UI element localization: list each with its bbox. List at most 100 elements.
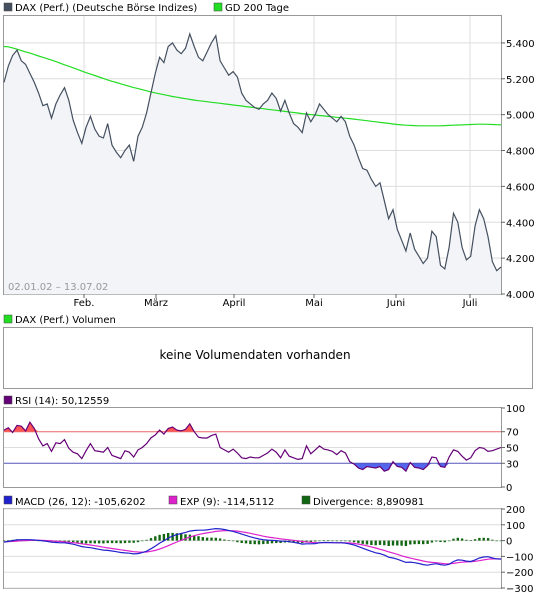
divergence-bar: [491, 539, 494, 541]
divergence-legend-swatch: [301, 495, 311, 505]
rsi-y-tick-label: 30: [506, 459, 519, 470]
macd-y-tick-label: 100: [506, 521, 525, 532]
divergence-bar: [76, 540, 79, 543]
volume-plot-frame: [3, 327, 533, 389]
macd-legend: MACD (26, 12): -105,6202: [15, 497, 146, 508]
price-y-tick-label: 4.400: [506, 218, 535, 229]
divergence-bar: [84, 540, 88, 544]
divergence-bar: [327, 540, 330, 541]
price-y-tick-label: 5.000: [506, 111, 535, 122]
price-x-tick-label: April: [223, 298, 246, 309]
divergence-bar: [262, 540, 265, 545]
exp-line: [3, 530, 501, 565]
divergence-bar: [361, 540, 364, 544]
divergence-bar: [391, 540, 395, 546]
dax-area: [4, 33, 501, 295]
divergence-bar: [270, 540, 274, 544]
divergence-bar: [309, 540, 313, 542]
divergence-bar: [102, 540, 105, 544]
divergence-bar: [136, 540, 140, 543]
divergence-bar: [154, 536, 157, 541]
divergence-bar: [2, 540, 6, 542]
divergence-bar: [348, 540, 351, 542]
macd-y-tick-label: −100: [506, 552, 533, 563]
dax-line: [3, 31, 502, 272]
rsi-y-axis: 0 30 50 70 100: [501, 404, 525, 494]
price-panel: DAX (Perf.) (Deutsche Börse Indizes) GD …: [3, 2, 535, 309]
volume-panel: DAX (Perf.) Volumen keine Volumendaten v…: [3, 314, 533, 389]
divergence-bar: [67, 540, 70, 542]
macd-y-tick-label: −200: [506, 568, 533, 579]
rsi-panel: RSI (14): 50,12559 0 30 50 70 100: [3, 395, 525, 494]
divergence-bar: [89, 540, 92, 544]
divergence-bar: [80, 540, 83, 544]
price-y-tick-label: 4.600: [506, 182, 535, 193]
divergence-bar: [482, 537, 485, 541]
rsi-y-tick-label: 70: [506, 428, 519, 439]
divergence-bar: [244, 540, 248, 544]
divergence-bar: [469, 540, 472, 541]
price-y-tick-label: 5.400: [506, 39, 535, 50]
divergence-bar: [205, 537, 209, 541]
divergence-bar: [184, 534, 187, 541]
divergence-bar: [175, 533, 179, 541]
divergence-bar: [465, 539, 468, 541]
divergence-bar: [473, 539, 477, 541]
divergence-bar: [93, 540, 96, 544]
divergence-bar: [435, 540, 438, 542]
divergence-bar: [132, 540, 135, 543]
divergence-bar: [400, 540, 403, 546]
divergence-bar: [128, 540, 131, 543]
divergence-legend: Divergence: 8,890981: [313, 497, 424, 508]
divergence-bar: [387, 540, 390, 546]
divergence-bar: [123, 540, 127, 544]
divergence-bar: [266, 540, 269, 544]
divergence-bar: [63, 540, 66, 542]
divergence-bar: [339, 540, 343, 542]
divergence-bar: [365, 540, 369, 545]
divergence-bar: [257, 540, 261, 545]
divergence-bar: [145, 539, 148, 541]
divergence-bar: [119, 540, 122, 544]
divergence-bar: [456, 537, 459, 541]
divergence-bar: [171, 532, 174, 541]
price-legend-gd200: GD 200 Tage: [225, 3, 289, 14]
divergence-bar: [439, 540, 442, 542]
price-x-tick-label: Mai: [305, 298, 323, 309]
divergence-bar: [180, 533, 183, 541]
price-y-tick-label: 5.200: [506, 75, 535, 86]
divergence-bar: [106, 540, 109, 544]
price-y-axis: 4.000 4.200 4.400 4.600 4.800 5.000 5.200 5.400: [501, 39, 535, 301]
divergence-bar: [149, 538, 153, 541]
divergence-bar: [448, 540, 451, 542]
price-x-tick-label: Feb.: [74, 298, 95, 309]
divergence-bar: [253, 540, 256, 545]
divergence-bar: [318, 540, 321, 542]
divergence-bar: [383, 540, 386, 546]
divergence-bar: [296, 540, 300, 543]
divergence-bar: [426, 540, 429, 544]
divergence-bar: [344, 540, 347, 542]
rsi-line: [3, 421, 502, 473]
divergence-bar: [352, 540, 356, 543]
divergence-bar: [227, 540, 230, 541]
divergence-bar: [218, 538, 222, 541]
divergence-bar: [275, 540, 278, 543]
divergence-bar: [443, 540, 446, 543]
divergence-bar: [249, 540, 252, 545]
price-legend-swatch-dax: [3, 2, 13, 12]
price-legend-swatch-gd200: [213, 2, 223, 12]
macd-panel: MACD (26, 12): -105,6202 EXP (9): -114,5…: [2, 495, 533, 595]
divergence-bar: [7, 540, 10, 541]
divergence-bar: [495, 540, 498, 542]
macd-line: [3, 527, 502, 566]
divergence-bar: [110, 540, 114, 544]
divergence-bar: [201, 537, 204, 541]
volume-no-data-message: keine Volumendaten vorhanden: [159, 348, 350, 362]
divergence-bar: [452, 538, 455, 541]
divergence-bar: [486, 538, 490, 541]
divergence-bar: [223, 539, 226, 541]
divergence-bar: [292, 540, 295, 543]
price-x-tick-label: Juni: [386, 298, 405, 309]
divergence-bar: [231, 540, 235, 542]
